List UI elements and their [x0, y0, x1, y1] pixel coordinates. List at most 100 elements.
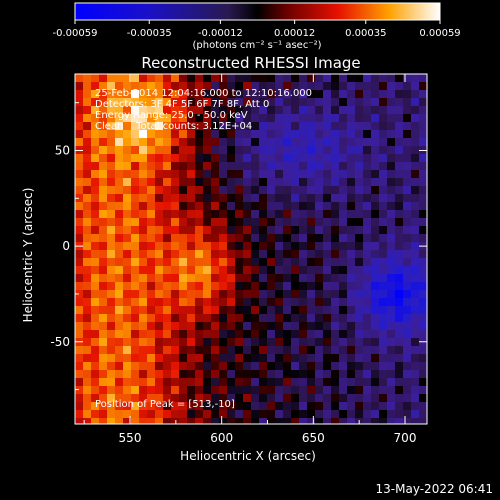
heatmap-cell — [315, 242, 323, 250]
heatmap-cell — [387, 282, 395, 290]
heatmap-cell — [299, 146, 307, 154]
heatmap-cell — [267, 186, 275, 194]
heatmap-cell — [235, 314, 243, 322]
colorbar-tick-label: 0.00035 — [345, 28, 386, 39]
heatmap-cell — [419, 418, 427, 424]
heatmap-cell — [323, 234, 331, 242]
heatmap-cell — [219, 106, 227, 114]
heatmap-cell — [419, 138, 427, 146]
heatmap-cell — [195, 378, 203, 386]
heatmap-cell — [243, 290, 251, 298]
heatmap-cell — [267, 90, 275, 98]
heatmap-cell — [291, 298, 299, 306]
heatmap-cell — [195, 202, 203, 210]
heatmap-cell — [107, 218, 115, 226]
heatmap-cell — [307, 410, 315, 418]
heatmap-cell — [83, 330, 91, 338]
heatmap-cell — [267, 338, 275, 346]
heatmap-cell — [275, 162, 283, 170]
heatmap-cell — [315, 90, 323, 98]
heatmap-cell — [387, 402, 395, 410]
heatmap-cell — [323, 250, 331, 258]
heatmap-cell — [147, 194, 155, 202]
heatmap-cell — [283, 418, 291, 424]
heatmap-cell — [179, 354, 187, 362]
heatmap-cell — [227, 266, 235, 274]
heatmap-cell — [411, 274, 419, 282]
heatmap-cell — [315, 290, 323, 298]
heatmap-cell — [123, 354, 131, 362]
heatmap-cell — [307, 90, 315, 98]
heatmap-cell — [339, 162, 347, 170]
heatmap-cell — [147, 210, 155, 218]
heatmap-cell — [307, 330, 315, 338]
heatmap-cell — [379, 138, 387, 146]
heatmap-cell — [379, 98, 387, 106]
heatmap-cell — [355, 226, 363, 234]
heatmap-cell — [323, 74, 331, 82]
heatmap-cell — [131, 170, 139, 178]
heatmap-cell — [211, 362, 219, 370]
heatmap-cell — [123, 322, 131, 330]
heatmap-cell — [299, 234, 307, 242]
heatmap-cell — [139, 122, 147, 130]
heatmap-cell — [395, 234, 403, 242]
heatmap-cell — [179, 338, 187, 346]
heatmap-cell — [179, 154, 187, 162]
heatmap-cell — [219, 330, 227, 338]
heatmap-cell — [235, 394, 243, 402]
heatmap-cell — [75, 274, 83, 282]
heatmap-cell — [243, 394, 251, 402]
heatmap-cell — [379, 82, 387, 90]
heatmap-cell — [331, 258, 339, 266]
heatmap-cell — [227, 330, 235, 338]
annotation-detectors: Detectors: 3F 4F 5F 6F 7F 8F, Att 0 — [95, 99, 269, 110]
heatmap-cell — [195, 410, 203, 418]
heatmap-cell — [91, 114, 99, 122]
heatmap-cell — [259, 378, 267, 386]
heatmap-cell — [259, 410, 267, 418]
heatmap-cell — [363, 282, 371, 290]
heatmap-cell — [155, 194, 163, 202]
heatmap-cell — [315, 314, 323, 322]
heatmap-cell — [347, 186, 355, 194]
heatmap-cell — [139, 306, 147, 314]
heatmap-cell — [147, 266, 155, 274]
heatmap-cell — [123, 98, 131, 106]
heatmap-cell — [323, 410, 331, 418]
heatmap-cell — [307, 218, 315, 226]
heatmap-cell — [387, 202, 395, 210]
heatmap-cell — [219, 338, 227, 346]
heatmap-cell — [275, 314, 283, 322]
heatmap-cell — [251, 258, 259, 266]
heatmap-cell — [179, 170, 187, 178]
heatmap-cell — [355, 170, 363, 178]
heatmap-cell — [115, 330, 123, 338]
heatmap-cell — [371, 74, 379, 82]
heatmap-cell — [235, 410, 243, 418]
heatmap-cell — [219, 242, 227, 250]
heatmap-cell — [131, 274, 139, 282]
heatmap-cell — [347, 170, 355, 178]
colorbar-tick-label: 0.00012 — [274, 28, 315, 39]
heatmap-cell — [83, 378, 91, 386]
heatmap-cell — [179, 138, 187, 146]
heatmap-cell — [235, 362, 243, 370]
heatmap-cell — [99, 290, 107, 298]
heatmap-cell — [171, 306, 179, 314]
heatmap-cell — [323, 354, 331, 362]
heatmap-cell — [211, 418, 219, 424]
heatmap-cell — [171, 298, 179, 306]
heatmap-cell — [243, 74, 251, 82]
heatmap-cell — [211, 394, 219, 402]
heatmap-cell — [339, 250, 347, 258]
heatmap-cell — [179, 290, 187, 298]
heatmap-cell — [211, 154, 219, 162]
heatmap-cell — [179, 226, 187, 234]
heatmap-cell — [307, 226, 315, 234]
heatmap-cell — [75, 226, 83, 234]
heatmap-cell — [291, 218, 299, 226]
heatmap-cell — [395, 338, 403, 346]
heatmap-cell — [347, 154, 355, 162]
heatmap-cell — [363, 354, 371, 362]
